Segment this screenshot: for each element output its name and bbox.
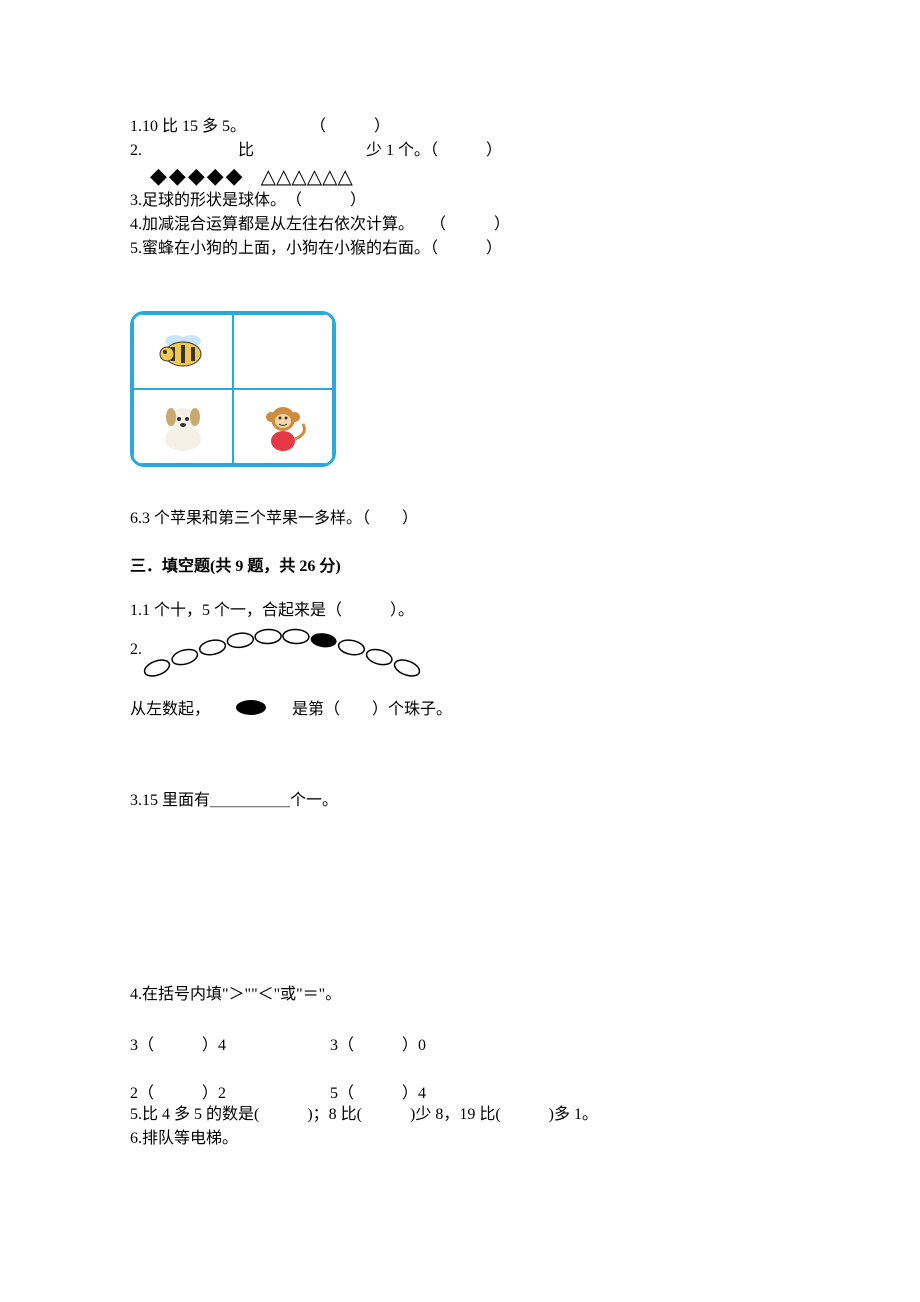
f3-b: 个一。 <box>290 792 338 809</box>
q2-mid1: 比 <box>238 142 254 159</box>
q5-paren: （ ） <box>430 240 502 257</box>
cell-empty <box>233 314 333 389</box>
q3-paren: （ ） <box>294 192 366 209</box>
f2-a: 从左数起， <box>130 695 210 719</box>
q1-text: 10 比 15 多 5。 <box>142 118 238 135</box>
f4-text: 在括号内填"＞""＜"或"＝"。 <box>142 986 341 1003</box>
f3-blank: ＿＿＿＿＿ <box>210 792 290 809</box>
f3: 3.15 里面有＿＿＿＿＿个一。 <box>130 789 790 813</box>
f2: 2. <box>130 623 790 683</box>
q1: 1.10 比 15 多 5。 （ ） <box>130 115 790 139</box>
f1-text: 1 个十，5 个一，合起来是（ ）。 <box>142 602 414 619</box>
q6: 6.3 个苹果和第三个苹果一多样。（ ） <box>130 507 790 531</box>
q5-num: 5. <box>130 240 142 257</box>
f4-r2c2: 5（ ）4 <box>330 1079 530 1103</box>
f6-num: 6. <box>130 1130 142 1147</box>
q6-text: 3 个苹果和第三个苹果一多样。 <box>142 510 362 527</box>
cell-monkey <box>233 389 333 464</box>
f2-num: 2. <box>130 623 142 659</box>
cell-bee <box>133 314 233 389</box>
f3-num: 3. <box>130 792 142 809</box>
q1-num: 1. <box>130 118 142 135</box>
q2: 2. 比 少 1 个。（ ） <box>130 139 790 163</box>
q6-num: 6. <box>130 510 142 527</box>
q2-shapes: ◆◆◆◆◆ △△△△△△ <box>130 163 790 189</box>
q4-text: 加减混合运算都是从左往右依次计算。 <box>142 216 406 233</box>
black-bead-icon <box>236 700 266 715</box>
f4-title: 4.在括号内填"＞""＜"或"＝"。 <box>130 983 790 1007</box>
f5-num: 5. <box>130 1106 142 1123</box>
q3-text: 足球的形状是球体。 <box>142 192 278 209</box>
f1-num: 1. <box>130 602 142 619</box>
q3-num: 3. <box>130 192 142 209</box>
dog-icon <box>153 399 213 454</box>
q2-num: 2. <box>130 142 142 159</box>
f6-text: 排队等电梯。 <box>142 1130 238 1147</box>
cell-dog <box>133 389 233 464</box>
q2-mid2: 少 1 个。（ ） <box>366 142 502 159</box>
beads-arc <box>142 623 422 683</box>
q5-text: 蜜蜂在小狗的上面，小狗在小猴的右面。 <box>142 240 430 257</box>
f4-r1c2: 3（ ）0 <box>330 1031 530 1055</box>
triangle-row: △△△△△△ <box>261 166 353 188</box>
q6-paren: （ ） <box>362 510 418 527</box>
q1-paren: （ ） <box>318 118 390 135</box>
f6: 6.排队等电梯。 <box>130 1127 790 1151</box>
f4-r1c1: 3（ ）4 <box>130 1031 330 1055</box>
f5-text: 比 4 多 5 的数是( )；8 比( )少 8，19 比( )多 1。 <box>142 1106 598 1123</box>
diamond-row: ◆◆◆◆◆ <box>150 163 245 188</box>
f4-row2: 2（ ）2 5（ ）4 <box>130 1079 790 1103</box>
q4-num: 4. <box>130 216 142 233</box>
bee-icon <box>153 329 213 374</box>
animal-grid <box>130 311 336 467</box>
f2-line: 从左数起， 是第（ ）个珠子。 <box>130 695 790 719</box>
q5: 5.蜜蜂在小狗的上面，小狗在小猴的右面。（ ） <box>130 237 790 261</box>
f1: 1.1 个十，5 个一，合起来是（ ）。 <box>130 599 790 623</box>
section3-title: 三．填空题(共 9 题，共 26 分) <box>130 555 790 579</box>
f5: 5.比 4 多 5 的数是( )；8 比( )少 8，19 比( )多 1。 <box>130 1103 790 1127</box>
section3-text: 三．填空题(共 9 题，共 26 分) <box>130 558 341 575</box>
f4-num: 4. <box>130 986 142 1003</box>
q4: 4.加减混合运算都是从左往右依次计算。 （ ） <box>130 213 790 237</box>
f2-b: 是第（ ）个珠子。 <box>292 695 452 719</box>
q4-paren: （ ） <box>406 216 510 233</box>
monkey-icon <box>253 399 313 454</box>
f3-a: 15 里面有 <box>142 792 210 809</box>
f4-r2c1: 2（ ）2 <box>130 1079 330 1103</box>
f4-row1: 3（ ）4 3（ ）0 <box>130 1031 790 1055</box>
q3: 3.足球的形状是球体。 （ ） <box>130 189 790 213</box>
